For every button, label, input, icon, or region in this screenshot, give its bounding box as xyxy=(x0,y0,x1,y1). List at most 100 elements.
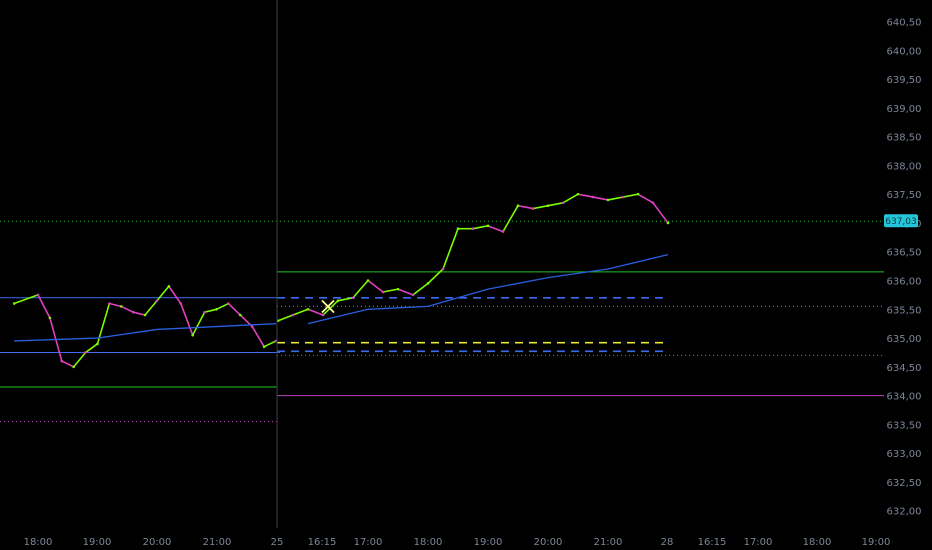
y-tick-label: 639,00 xyxy=(887,104,922,115)
price-point xyxy=(227,302,230,305)
price-point xyxy=(239,313,242,317)
price-segment xyxy=(191,311,206,336)
price-point xyxy=(516,204,520,207)
price-point xyxy=(250,325,254,328)
price-point xyxy=(12,302,16,305)
price-segment xyxy=(61,360,75,368)
y-tick-label: 633,00 xyxy=(887,449,922,460)
price-point xyxy=(96,342,99,346)
price-point xyxy=(351,296,355,300)
y-tick-label: 640,50 xyxy=(887,18,922,29)
price-segment xyxy=(652,202,669,224)
price-point xyxy=(426,282,430,285)
price-segment xyxy=(607,196,624,201)
price-point xyxy=(108,302,111,305)
price-segment xyxy=(412,282,429,296)
price-segment xyxy=(397,288,414,296)
price-segment xyxy=(337,296,354,302)
price-segment xyxy=(382,288,399,293)
price-segment xyxy=(73,351,87,368)
price-segment xyxy=(502,205,519,232)
price-point xyxy=(456,227,460,231)
y-tick-label: 639,50 xyxy=(887,75,922,86)
x-tick-label: 21:00 xyxy=(203,537,232,548)
price-point xyxy=(179,302,183,305)
price-point xyxy=(306,307,310,311)
price-point xyxy=(321,313,325,317)
x-tick-label: 21:00 xyxy=(594,537,623,548)
price-segment xyxy=(109,302,122,308)
price-point xyxy=(531,207,535,210)
price-segment xyxy=(532,204,549,210)
price-segment xyxy=(367,279,384,293)
price-point xyxy=(486,224,490,228)
x-tick-label: 16:15 xyxy=(308,537,337,548)
price-segment xyxy=(517,204,534,210)
price-point xyxy=(72,365,75,369)
price-point xyxy=(120,305,123,308)
price-segment xyxy=(562,193,579,204)
price-segment xyxy=(487,225,504,233)
y-tick-label: 635,00 xyxy=(887,334,922,345)
price-point xyxy=(621,195,625,199)
price-segment xyxy=(263,340,277,348)
price-point xyxy=(60,359,64,363)
price-point xyxy=(636,192,640,196)
x-tick-label: 16:15 xyxy=(698,537,727,548)
price-point xyxy=(471,227,475,231)
price-segment xyxy=(180,303,194,336)
last-price-badge: 637,03 xyxy=(884,214,918,228)
x-tick-label: 18:00 xyxy=(414,537,443,548)
price-segment xyxy=(204,308,217,313)
price-point xyxy=(651,201,655,205)
price-point xyxy=(366,279,370,282)
vwap-line xyxy=(307,253,669,325)
y-tick-label: 635,50 xyxy=(887,305,922,316)
x-tick-label: 17:00 xyxy=(744,537,773,548)
markers-layer xyxy=(321,299,335,314)
price-segment xyxy=(442,228,459,270)
price-segment xyxy=(168,285,182,304)
time-axis[interactable]: 18:00 19:00 20:00 21:00 25 16:15 17:00 18:00 19:… xyxy=(24,537,891,548)
price-point xyxy=(48,316,52,320)
y-tick-label: 634,50 xyxy=(887,363,922,374)
x-tick-label: 19:00 xyxy=(862,537,891,548)
price-point xyxy=(291,313,295,317)
price-segment xyxy=(277,314,294,322)
x-tick-label: 18:00 xyxy=(24,537,53,548)
price-segment xyxy=(622,193,639,198)
price-point xyxy=(84,351,87,354)
price-segment xyxy=(637,193,654,204)
price-point xyxy=(336,299,340,302)
y-tick-label: 638,00 xyxy=(887,161,922,172)
price-point xyxy=(143,313,147,317)
y-tick-label: 640,00 xyxy=(887,46,922,57)
price-point xyxy=(262,345,266,349)
price-point xyxy=(606,198,610,202)
y-tick-label: 633,50 xyxy=(887,420,922,431)
x-tick-label: 20:00 xyxy=(143,537,172,548)
y-tick-label: 638,50 xyxy=(887,133,922,144)
y-tick-label: 636,50 xyxy=(887,248,922,259)
price-segment xyxy=(120,305,134,313)
x-tick-label: 25 xyxy=(271,537,284,548)
price-point xyxy=(191,333,194,337)
price-point xyxy=(215,307,218,311)
price-point xyxy=(591,195,595,199)
price-point xyxy=(441,267,445,271)
price-segment xyxy=(144,300,158,316)
x-tick-label: 28 xyxy=(661,537,674,548)
price-segment xyxy=(472,225,489,230)
price-point xyxy=(155,299,159,302)
price-segment xyxy=(547,202,564,207)
price-segment xyxy=(592,196,609,201)
price-segment xyxy=(156,285,170,302)
price-point xyxy=(666,221,670,225)
price-segment xyxy=(352,279,369,299)
price-point xyxy=(501,230,505,233)
y-tick-label: 634,00 xyxy=(887,392,922,403)
x-tick-label: 19:00 xyxy=(474,537,503,548)
series-layer xyxy=(12,192,670,369)
